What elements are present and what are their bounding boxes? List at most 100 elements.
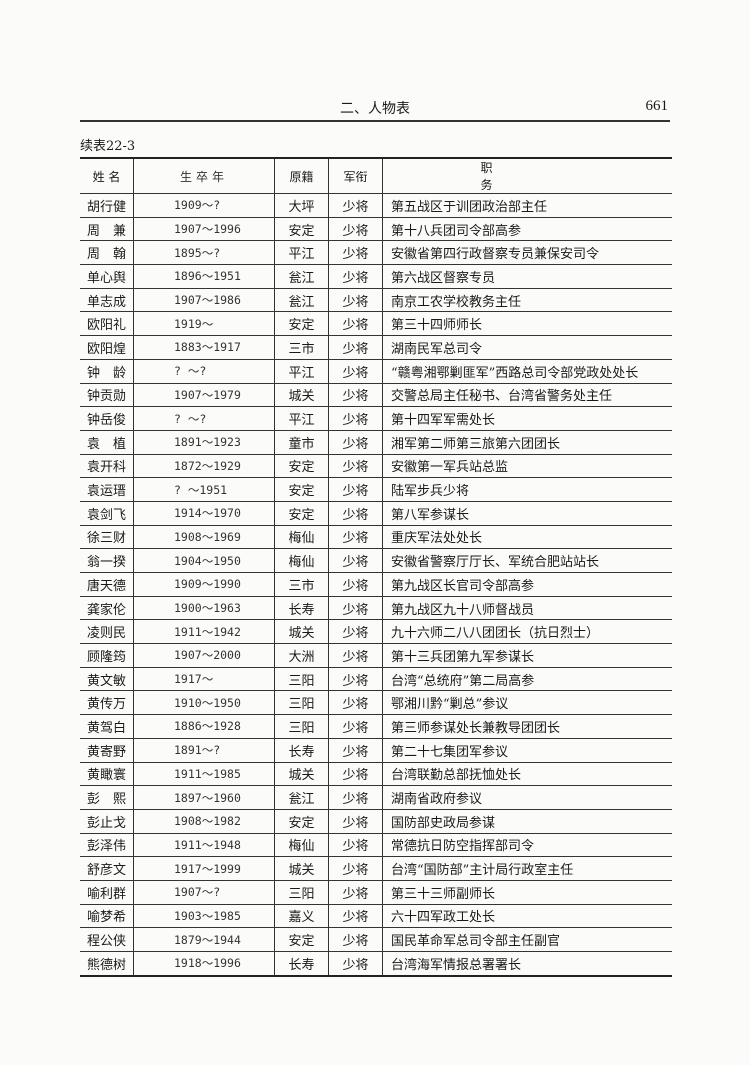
- running-head: 二、人物表 661: [80, 96, 670, 122]
- cell-rank: 少将: [328, 572, 383, 597]
- table-row: 黄寄野 1891～? 长寿 少将 第二十七集团军参议: [80, 738, 672, 763]
- cell-position: 安徽省第四行政督察专员兼保安司令: [382, 240, 672, 266]
- cell-position: 第三十三师副师长: [382, 880, 672, 905]
- cell-rank: 少将: [328, 596, 383, 621]
- cell-rank: 少将: [328, 690, 383, 716]
- personnel-table: 姓 名 生卒年 原籍 军衔 职 务 胡行健 1909～? 大坪 少将 第五战区于训团政治…: [80, 157, 672, 977]
- cell-years: 1917～: [133, 667, 275, 692]
- column-header-position: 职 务: [382, 158, 672, 194]
- cell-years: 1895～?: [133, 240, 275, 266]
- cell-origin: 瓮江: [274, 785, 329, 810]
- cell-position: 重庆军法处处长: [382, 525, 672, 550]
- table-row: 袁 植 1891～1923 童市 少将 湘军第二师第三旅第六团团长: [80, 430, 672, 455]
- cell-name: 徐三财: [80, 525, 134, 550]
- cell-name: 袁运瑨: [80, 477, 134, 502]
- cell-years: 1909～?: [133, 193, 275, 218]
- table-row: 钟岳俊? ～? 平江 少将 第十四军军需处长: [80, 406, 672, 431]
- cell-position: 安徽第一军兵站总监: [382, 454, 672, 479]
- column-header-rank: 军衔: [328, 158, 383, 194]
- cell-name: 袁开科: [80, 454, 134, 479]
- page-number: 661: [645, 98, 669, 114]
- cell-years: 1907～?: [133, 880, 275, 905]
- table-row: 舒彦文 1917～1999 城关 少将 台湾“国防部”主计局行政室主任: [80, 856, 672, 881]
- cell-origin: 大坪: [274, 193, 329, 218]
- cell-name: 欧阳煌: [80, 335, 134, 360]
- cell-origin: 平江: [274, 406, 329, 431]
- cell-rank: 少将: [328, 856, 383, 881]
- cell-origin: 安定: [274, 311, 329, 337]
- cell-position: 交警总局主任秘书、台湾省警务处主任: [382, 383, 672, 408]
- cell-position: 常德抗日防空指挥部司令: [382, 833, 672, 858]
- cell-position: 国民革命军总司令部主任副官: [382, 927, 672, 952]
- table-row: 欧阳礼 1919～ 安定 少将 第三十四师师长: [80, 311, 672, 337]
- table-row: 徐三财 1908～1969 梅仙 少将 重庆军法处处长: [80, 525, 672, 550]
- cell-origin: 平江: [274, 359, 329, 384]
- cell-name: 单心舆: [80, 264, 134, 289]
- table-row: 彭止戈 1908～1982 安定 少将 国防部史政局参谋: [80, 809, 672, 834]
- cell-years: 1908～1969: [133, 525, 275, 550]
- table-caption: 续表22-3: [80, 139, 136, 154]
- table-row: 黄驾白 1886～1928 三阳 少将 第三师参谋处长兼教导团团长: [80, 714, 672, 739]
- cell-rank: 少将: [328, 951, 383, 977]
- table-row: 黄瞰寰 1911～1985 城关 少将 台湾联勤总部抚恤处长: [80, 762, 672, 787]
- cell-name: 钟岳俊: [80, 406, 134, 431]
- table-row: 单志成 1907～1986 瓮江 少将 南京工农学校教务主任: [80, 288, 672, 313]
- table-row: 熊德树 1918～1996 长寿 少将 台湾海军情报总署署长: [80, 951, 672, 977]
- cell-years: 1914～1970: [133, 501, 275, 526]
- cell-name: 彭 熙: [80, 785, 134, 810]
- cell-rank: 少将: [328, 430, 383, 455]
- cell-rank: 少将: [328, 525, 383, 550]
- cell-position: 台湾“国防部”主计局行政室主任: [382, 856, 672, 881]
- cell-rank: 少将: [328, 406, 383, 431]
- cell-rank: 少将: [328, 264, 383, 289]
- cell-years: 1919～: [133, 311, 275, 337]
- cell-origin: 三市: [274, 572, 329, 597]
- cell-name: 袁 植: [80, 430, 134, 455]
- cell-origin: 安定: [274, 454, 329, 479]
- cell-years: 1904～1950: [133, 548, 275, 573]
- cell-origin: 安定: [274, 927, 329, 952]
- cell-rank: 少将: [328, 548, 383, 573]
- cell-origin: 三市: [274, 335, 329, 360]
- table-row: 胡行健 1909～? 大坪 少将 第五战区于训团政治部主任: [80, 193, 672, 218]
- cell-years: 1911～1942: [133, 619, 275, 645]
- cell-name: 彭泽伟: [80, 833, 134, 858]
- table-row: 钟贡勋 1907～1979 城关 少将 交警总局主任秘书、台湾省警务处主任: [80, 383, 672, 408]
- column-header-years: 生卒年: [133, 158, 275, 194]
- cell-rank: 少将: [328, 501, 383, 526]
- table-row: 喻利群 1907～? 三阳 少将 第三十三师副师长: [80, 880, 672, 905]
- cell-rank: 少将: [328, 714, 383, 739]
- cell-rank: 少将: [328, 833, 383, 858]
- column-header-name: 姓 名: [80, 158, 134, 194]
- cell-years: 1896～1951: [133, 264, 275, 289]
- cell-years: 1891～1923: [133, 430, 275, 455]
- cell-name: 欧阳礼: [80, 311, 134, 337]
- cell-origin: 梅仙: [274, 525, 329, 550]
- table-row: 袁运瑨? ～1951 安定 少将 陆军步兵少将: [80, 477, 672, 502]
- table-row: 周 翰 1895～? 平江 少将 安徽省第四行政督察专员兼保安司令: [80, 240, 672, 266]
- table-header-row: 姓 名 生卒年 原籍 军衔 职 务: [80, 158, 672, 194]
- cell-origin: 安定: [274, 809, 329, 834]
- cell-years: 1907～1996: [133, 217, 275, 242]
- cell-position: 第九战区九十八师督战员: [382, 596, 672, 621]
- cell-rank: 少将: [328, 785, 383, 810]
- cell-position: 鄂湘川黔“剿总”参议: [382, 690, 672, 716]
- table-row: 喻梦希 1903～1985 嘉义 少将 六十四军政工处长: [80, 904, 672, 929]
- table-row: 黄传万 1910～1950 三阳 少将 鄂湘川黔“剿总”参议: [80, 690, 672, 716]
- cell-position: 台湾联勤总部抚恤处长: [382, 762, 672, 787]
- cell-position: 第九战区长官司令部高参: [382, 572, 672, 597]
- cell-name: 喻利群: [80, 880, 134, 905]
- table-row: 彭泽伟 1911～1948 梅仙 少将 常德抗日防空指挥部司令: [80, 833, 672, 858]
- cell-years: 1891～?: [133, 738, 275, 763]
- table-row: 凌则民 1911～1942 城关 少将 九十六师二八八团团长（抗日烈士）: [80, 619, 672, 645]
- cell-rank: 少将: [328, 311, 383, 337]
- cell-position: 湘军第二师第三旅第六团团长: [382, 430, 672, 455]
- cell-years: 1918～1996: [133, 951, 275, 977]
- cell-rank: 少将: [328, 880, 383, 905]
- cell-years: ? ～?: [133, 406, 275, 431]
- table-row: 周 兼 1907～1996 安定 少将 第十八兵团司令部高参: [80, 217, 672, 242]
- cell-name: 程公侠: [80, 927, 134, 952]
- cell-origin: 平江: [274, 240, 329, 266]
- table-row: 袁剑飞 1914～1970 安定 少将 第八军参谋长: [80, 501, 672, 526]
- cell-years: 1886～1928: [133, 714, 275, 739]
